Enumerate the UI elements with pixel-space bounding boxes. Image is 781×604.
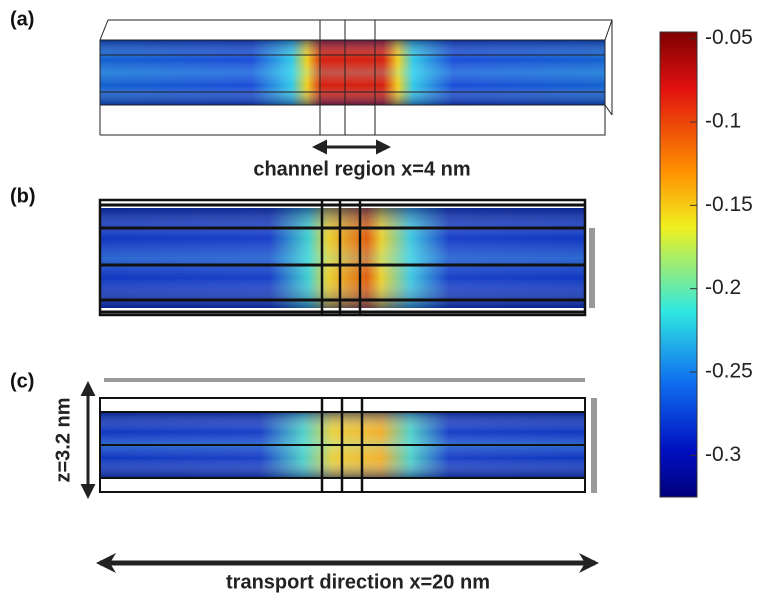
annotation: channel region x=4 nm (253, 158, 470, 180)
footer: transport direction x=20 nm (226, 571, 490, 593)
panel-label: (b) (10, 185, 36, 207)
panel-label: (a) (10, 8, 34, 30)
panel-c (100, 380, 597, 493)
tick-label: -0.1 (705, 110, 741, 133)
panel-b (100, 200, 595, 315)
annotation: z=3.2 nm (52, 397, 74, 482)
panel-label: (c) (10, 370, 34, 392)
tick-label: -0.25 (705, 360, 753, 383)
tick-label: -0.3 (705, 443, 741, 466)
tick-label: -0.2 (705, 276, 741, 299)
panel-a (100, 20, 612, 135)
tick-label: -0.05 (705, 26, 753, 49)
figure: (a) (b) (c) channel region x=4 nm z=3.2 … (0, 0, 781, 599)
colorbar-ticks: -0.05 -0.1 -0.15 -0.2 -0.25 -0.3 (690, 26, 753, 466)
colorbar (660, 32, 697, 497)
tick-label: -0.15 (705, 193, 753, 216)
